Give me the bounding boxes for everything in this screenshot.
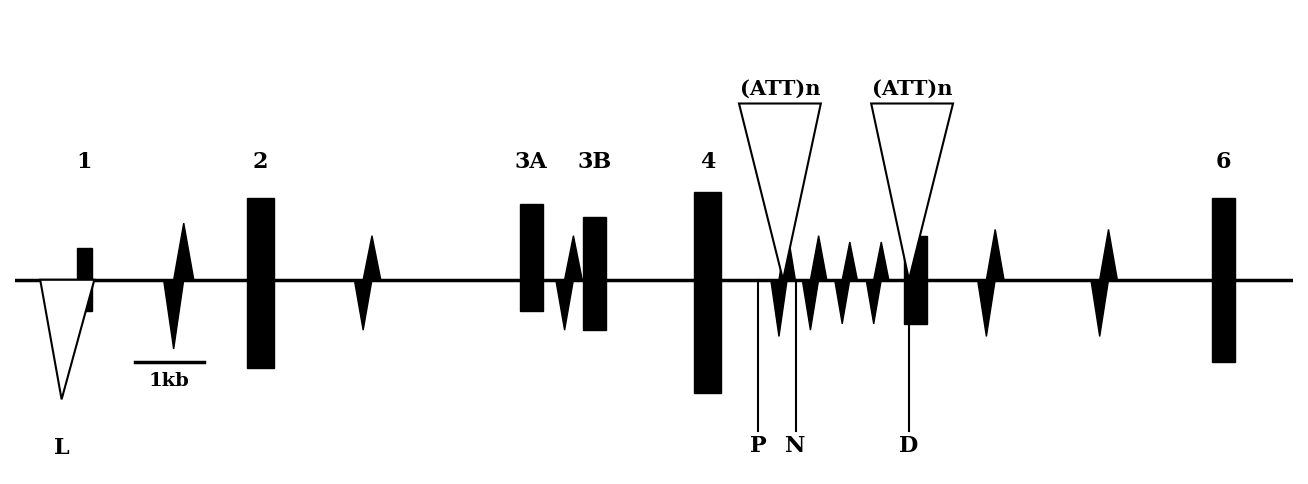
- Text: (ATT)n: (ATT)n: [739, 78, 820, 98]
- Bar: [1213, 198, 1235, 362]
- Text: 2: 2: [252, 151, 268, 173]
- Polygon shape: [364, 236, 381, 280]
- Polygon shape: [874, 242, 889, 280]
- Polygon shape: [174, 223, 194, 280]
- Polygon shape: [164, 280, 183, 349]
- Text: (ATT)n: (ATT)n: [872, 78, 952, 98]
- Polygon shape: [770, 280, 787, 336]
- Text: 5: 5: [908, 151, 923, 173]
- Text: 3B: 3B: [577, 151, 611, 173]
- Polygon shape: [802, 280, 819, 330]
- Polygon shape: [866, 280, 882, 324]
- Text: 6: 6: [1216, 151, 1231, 173]
- Text: 1: 1: [77, 151, 92, 173]
- Bar: [77, 248, 92, 311]
- Polygon shape: [565, 236, 582, 280]
- Polygon shape: [977, 280, 995, 336]
- Text: P: P: [749, 435, 766, 456]
- Polygon shape: [739, 104, 821, 280]
- Polygon shape: [1100, 229, 1117, 280]
- Polygon shape: [986, 229, 1005, 280]
- Polygon shape: [811, 236, 827, 280]
- Polygon shape: [780, 229, 795, 280]
- Text: N: N: [786, 435, 806, 456]
- Text: 3A: 3A: [515, 151, 548, 173]
- Text: L: L: [54, 437, 69, 459]
- Bar: [583, 217, 606, 330]
- Bar: [693, 192, 721, 393]
- Bar: [519, 204, 543, 311]
- Polygon shape: [1091, 280, 1108, 336]
- Polygon shape: [41, 280, 94, 399]
- Polygon shape: [354, 280, 371, 330]
- Text: 4: 4: [700, 151, 715, 173]
- Polygon shape: [556, 280, 573, 330]
- Bar: [247, 198, 275, 368]
- Polygon shape: [842, 242, 857, 280]
- Bar: [904, 236, 926, 324]
- Text: 1kb: 1kb: [149, 372, 190, 390]
- Polygon shape: [871, 104, 954, 280]
- Text: D: D: [900, 435, 918, 456]
- Polygon shape: [835, 280, 850, 324]
